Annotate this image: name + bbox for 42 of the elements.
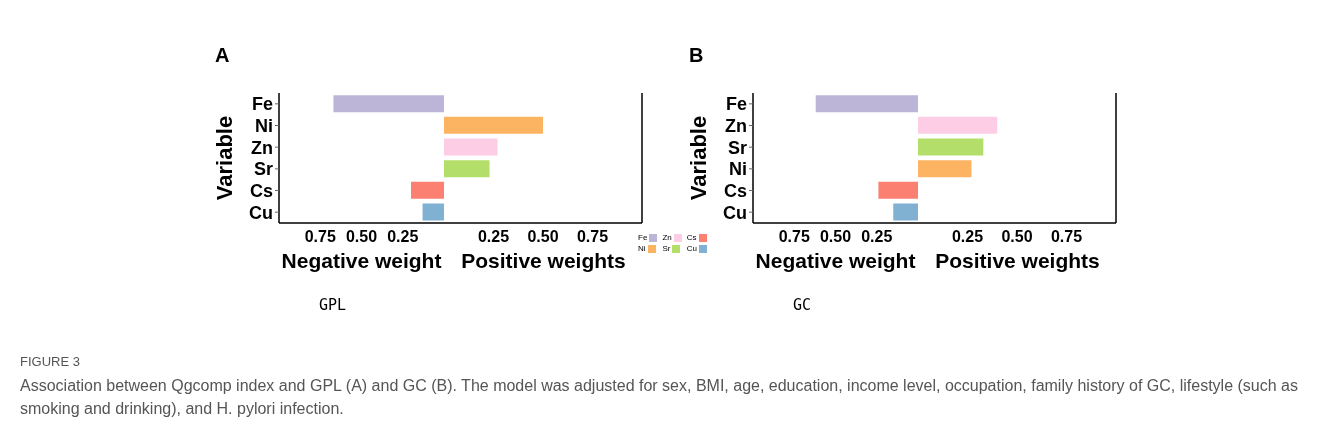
legend-label: Sr: [662, 244, 671, 253]
y-tick-label: Fe: [251, 94, 273, 115]
x-tick-label: 0.25: [477, 228, 510, 246]
x-tick-label: 0.25: [861, 228, 893, 246]
y-axis-title: Variable: [686, 114, 712, 203]
chart-title: B: [689, 44, 704, 67]
legend-label: Ni: [638, 244, 646, 253]
y-tick-label: Ni: [729, 159, 747, 180]
y-tick-label: Zn: [251, 137, 273, 158]
x-tick-label: 0.50: [345, 228, 378, 246]
x-tick-label: 0.75: [778, 228, 810, 246]
legend-label: Cs: [686, 233, 697, 242]
text: GPL: [319, 296, 347, 314]
legend-label: Cu: [686, 244, 697, 253]
chart-title: A: [215, 44, 230, 67]
legend-label: Zn: [662, 233, 672, 242]
x-tick-label: 0.75: [304, 228, 336, 246]
y-axis-title: Variable: [212, 114, 238, 203]
y-tick-label: Fe: [725, 94, 747, 115]
x-tick-label: 0.25: [387, 228, 419, 246]
x-tick-label: 0.50: [1001, 228, 1033, 246]
y-tick-label: Sr: [727, 137, 747, 158]
y-tick-label: Zn: [725, 115, 747, 136]
y-tick-label: Cu: [249, 202, 273, 223]
x-tick-label: 0.50: [819, 228, 852, 246]
y-tick-label: Ni: [255, 115, 273, 136]
x-tick-label: 0.75: [576, 228, 609, 246]
y-tick-label: Cs: [249, 180, 273, 201]
x-tick-label: 0.75: [1050, 228, 1083, 246]
legend-label: Fe: [638, 233, 648, 242]
x-axis-title: Positive weights: [935, 249, 1100, 272]
x-axis-title: Positive weights: [461, 249, 626, 272]
y-tick-label: Cu: [723, 202, 747, 223]
x-tick-label: 0.25: [951, 228, 984, 246]
x-axis-title: Negative weight: [281, 249, 442, 272]
y-tick-label: Sr: [253, 159, 273, 180]
text: GC: [793, 296, 812, 314]
x-axis-title: Negative weight: [755, 249, 916, 272]
y-tick-label: Cs: [723, 180, 747, 201]
caption: FIGURE 3: [20, 353, 81, 371]
text: Association between Qgcomp index and GPL (A) and GC (B). The model was adjusted for sex, BMI, age, education, income level, occupation, family history of GC, lifestyle (such as smoking and drinking), and H. pylori infection.: [20, 376, 1299, 419]
x-tick-label: 0.50: [527, 228, 559, 246]
